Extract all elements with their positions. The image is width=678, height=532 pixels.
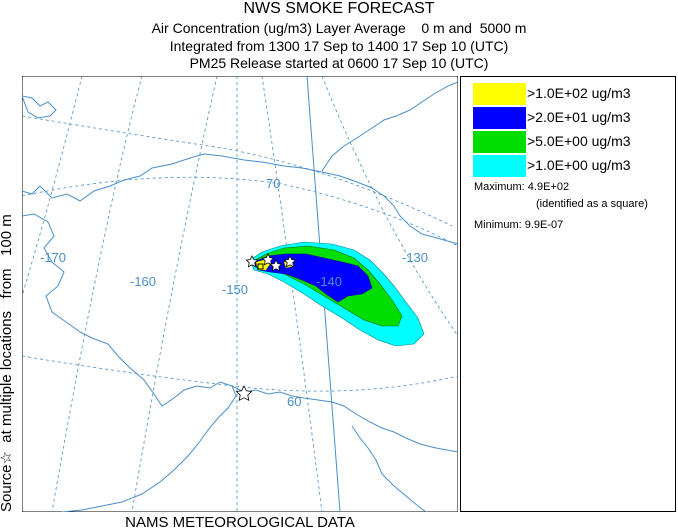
legend-minimum: Minimum: 9.9E-07 xyxy=(474,219,564,231)
maximum-square xyxy=(257,263,264,270)
coastline xyxy=(22,81,458,512)
lon-label-140: -140 xyxy=(316,274,342,289)
source-markers xyxy=(235,253,297,402)
source-star xyxy=(269,259,283,272)
legend-swatch xyxy=(473,83,526,105)
plume-level-3 xyxy=(253,253,373,303)
source-star xyxy=(283,255,297,268)
subtitle-integration: Integrated from 1300 17 Sep to 1400 17 S… xyxy=(169,38,509,54)
smoke-map: 70 60 -170 -160 -150 -140 -130 xyxy=(22,76,458,512)
lon-label-170: -170 xyxy=(40,250,66,265)
legend-label: >1.0E+00 ug/m3 xyxy=(527,157,631,173)
lat-line-70 xyxy=(22,176,458,247)
lat-line-75 xyxy=(22,115,453,227)
source-star xyxy=(261,253,275,266)
legend-max-note: (identified as a square) xyxy=(536,198,648,210)
source-star xyxy=(245,255,259,268)
lon-line-160 xyxy=(131,76,218,512)
lon-line-130 xyxy=(321,76,458,337)
legend-swatch xyxy=(473,155,526,177)
lon-label-130: -130 xyxy=(402,250,428,265)
lat-line-60 xyxy=(22,355,458,392)
lon-label-160: -160 xyxy=(130,274,156,289)
lat-label-70: 70 xyxy=(266,176,280,191)
smoke-plume xyxy=(249,241,425,347)
source-label: Source☆ at multiple locations from 100 m xyxy=(0,214,15,512)
graticule xyxy=(22,76,458,512)
lon-line-180 xyxy=(22,76,83,297)
met-data-label: NAMS METEOROLOGICAL DATA xyxy=(125,514,355,531)
source-star xyxy=(235,385,253,402)
legend-label: >2.0E+01 ug/m3 xyxy=(527,109,631,125)
legend-swatch xyxy=(473,131,526,153)
lon-label-150: -150 xyxy=(222,282,248,297)
graticule-labels: 70 60 -170 -160 -150 -140 -130 xyxy=(40,176,428,409)
legend-maximum: Maximum: 4.9E+02 xyxy=(474,181,570,193)
legend: >1.0E+02 ug/m3 >2.0E+01 ug/m3 >5.0E+00 u… xyxy=(460,76,676,512)
lat-label-60: 60 xyxy=(287,394,301,409)
page-title: NWS SMOKE FORECAST xyxy=(243,0,435,17)
subtitle-release: PM25 Release started at 0600 17 Sep 10 (… xyxy=(189,55,489,71)
legend-label: >5.0E+00 ug/m3 xyxy=(527,133,631,149)
subtitle-concentration: Air Concentration (ug/m3) Layer Average … xyxy=(151,20,527,36)
lon-line-170 xyxy=(51,76,143,512)
legend-label: >1.0E+02 ug/m3 xyxy=(527,85,631,101)
legend-swatch xyxy=(473,107,526,129)
